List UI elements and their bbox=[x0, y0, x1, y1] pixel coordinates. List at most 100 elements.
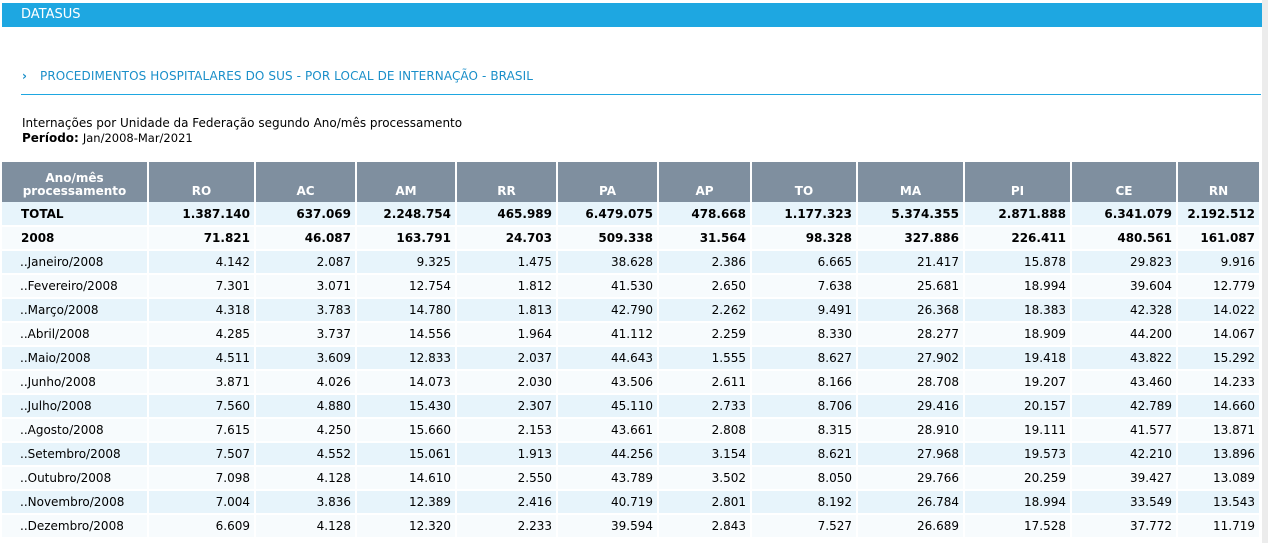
row-label: ..Novembro/2008 bbox=[2, 490, 149, 515]
column-header-pa: PA bbox=[557, 162, 659, 202]
table-cell: 4.552 bbox=[255, 442, 357, 467]
row-label: ..Julho/2008 bbox=[2, 394, 149, 419]
table-cell: 161.087 bbox=[1177, 226, 1261, 251]
table-cell: 18.994 bbox=[964, 274, 1072, 299]
table-cell: 33.549 bbox=[1071, 490, 1178, 515]
column-header-ap: AP bbox=[658, 162, 752, 202]
table-cell: 7.560 bbox=[148, 394, 256, 419]
row-label: ..Janeiro/2008 bbox=[2, 250, 149, 275]
column-header-pi: PI bbox=[964, 162, 1072, 202]
table-cell: 14.073 bbox=[356, 370, 457, 395]
table-cell: 4.285 bbox=[148, 322, 256, 347]
table-cell: 26.784 bbox=[857, 490, 965, 515]
table-cell: 4.128 bbox=[255, 514, 357, 539]
table-cell: 19.418 bbox=[964, 346, 1072, 371]
column-header-ro: RO bbox=[148, 162, 256, 202]
row-label: ..Agosto/2008 bbox=[2, 418, 149, 443]
table-cell: 8.166 bbox=[751, 370, 858, 395]
section-title-text: PROCEDIMENTOS HOSPITALARES DO SUS - POR … bbox=[40, 69, 534, 83]
table-cell: 12.779 bbox=[1177, 274, 1261, 299]
table-cell: 7.615 bbox=[148, 418, 256, 443]
row-label: ..Setembro/2008 bbox=[2, 442, 149, 467]
table-cell: 637.069 bbox=[255, 202, 357, 227]
table-cell: 3.502 bbox=[658, 466, 752, 491]
table-cell: 3.071 bbox=[255, 274, 357, 299]
table-cell: 6.341.079 bbox=[1071, 202, 1178, 227]
table-cell: 2.843 bbox=[658, 514, 752, 539]
table-cell: 7.098 bbox=[148, 466, 256, 491]
table-row: ..Novembro/2008 7.004 3.836 12.389 2.416 40.7… bbox=[2, 490, 1261, 515]
table-cell: 4.142 bbox=[148, 250, 256, 275]
table-row: ..Outubro/2008 7.098 4.128 14.610 2.550 43.78… bbox=[2, 466, 1261, 491]
table-cell: 2.192.512 bbox=[1177, 202, 1261, 227]
table-cell: 2.801 bbox=[658, 490, 752, 515]
table-row: 2008 71.821 46.087 163.791 24.703 509.338 31.5… bbox=[2, 226, 1261, 251]
table-cell: 3.836 bbox=[255, 490, 357, 515]
table-cell: 20.157 bbox=[964, 394, 1072, 419]
row-label: ..Abril/2008 bbox=[2, 322, 149, 347]
table-cell: 18.383 bbox=[964, 298, 1072, 323]
table-cell: 4.250 bbox=[255, 418, 357, 443]
table-cell: 19.207 bbox=[964, 370, 1072, 395]
table-cell: 44.256 bbox=[557, 442, 659, 467]
data-table: Ano/mês processamento RO AC AM RR PA AP TO MA PI C… bbox=[2, 162, 1261, 539]
table-row: TOTAL 1.387.140 637.069 2.248.754 465.989 6.4… bbox=[2, 202, 1261, 227]
table-cell: 27.902 bbox=[857, 346, 965, 371]
column-header-ma: MA bbox=[857, 162, 965, 202]
table-cell: 11.719 bbox=[1177, 514, 1261, 539]
table-cell: 6.609 bbox=[148, 514, 256, 539]
table-cell: 1.812 bbox=[456, 274, 558, 299]
table-cell: 2.650 bbox=[658, 274, 752, 299]
table-cell: 28.277 bbox=[857, 322, 965, 347]
row-label: ..Junho/2008 bbox=[2, 370, 149, 395]
table-cell: 27.968 bbox=[857, 442, 965, 467]
column-header-ac: AC bbox=[255, 162, 357, 202]
table-cell: 226.411 bbox=[964, 226, 1072, 251]
table-cell: 14.780 bbox=[356, 298, 457, 323]
table-cell: 8.315 bbox=[751, 418, 858, 443]
table-row: ..Abril/2008 4.285 3.737 14.556 1.964 41.112 2… bbox=[2, 322, 1261, 347]
table-cell: 14.067 bbox=[1177, 322, 1261, 347]
table-cell: 28.708 bbox=[857, 370, 965, 395]
table-cell: 2.262 bbox=[658, 298, 752, 323]
table-cell: 29.416 bbox=[857, 394, 965, 419]
table-header-row: Ano/mês processamento RO AC AM RR PA AP TO MA PI C… bbox=[2, 162, 1261, 202]
row-label: ..Outubro/2008 bbox=[2, 466, 149, 491]
brand-label[interactable]: DATASUS bbox=[21, 7, 81, 22]
table-cell: 1.555 bbox=[658, 346, 752, 371]
table-cell: 2.087 bbox=[255, 250, 357, 275]
table-cell: 2.550 bbox=[456, 466, 558, 491]
table-cell: 43.661 bbox=[557, 418, 659, 443]
report-period: Período: Jan/2008-Mar/2021 bbox=[22, 131, 193, 145]
table-cell: 25.681 bbox=[857, 274, 965, 299]
column-header-am: AM bbox=[356, 162, 457, 202]
table-cell: 15.292 bbox=[1177, 346, 1261, 371]
table-cell: 43.789 bbox=[557, 466, 659, 491]
table-cell: 465.989 bbox=[456, 202, 558, 227]
table-row: ..Setembro/2008 7.507 4.552 15.061 1.913 44.2… bbox=[2, 442, 1261, 467]
table-cell: 15.660 bbox=[356, 418, 457, 443]
table-row: ..Março/2008 4.318 3.783 14.780 1.813 42.790 2… bbox=[2, 298, 1261, 323]
table-row: ..Junho/2008 3.871 4.026 14.073 2.030 43.506 2… bbox=[2, 370, 1261, 395]
table-cell: 3.737 bbox=[255, 322, 357, 347]
column-header-ce: CE bbox=[1071, 162, 1178, 202]
table-cell: 31.564 bbox=[658, 226, 752, 251]
table-cell: 1.964 bbox=[456, 322, 558, 347]
table-cell: 13.543 bbox=[1177, 490, 1261, 515]
table-cell: 8.330 bbox=[751, 322, 858, 347]
table-cell: 14.556 bbox=[356, 322, 457, 347]
table-cell: 1.387.140 bbox=[148, 202, 256, 227]
table-cell: 4.511 bbox=[148, 346, 256, 371]
table-cell: 2.611 bbox=[658, 370, 752, 395]
table-cell: 43.506 bbox=[557, 370, 659, 395]
row-label: ..Março/2008 bbox=[2, 298, 149, 323]
table-cell: 9.491 bbox=[751, 298, 858, 323]
table-cell: 2.233 bbox=[456, 514, 558, 539]
vertical-scrollbar[interactable] bbox=[1262, 0, 1268, 543]
table-cell: 44.200 bbox=[1071, 322, 1178, 347]
period-value: Jan/2008-Mar/2021 bbox=[82, 131, 193, 145]
table-cell: 2.259 bbox=[658, 322, 752, 347]
table-cell: 42.210 bbox=[1071, 442, 1178, 467]
table-cell: 2.416 bbox=[456, 490, 558, 515]
table-cell: 13.871 bbox=[1177, 418, 1261, 443]
